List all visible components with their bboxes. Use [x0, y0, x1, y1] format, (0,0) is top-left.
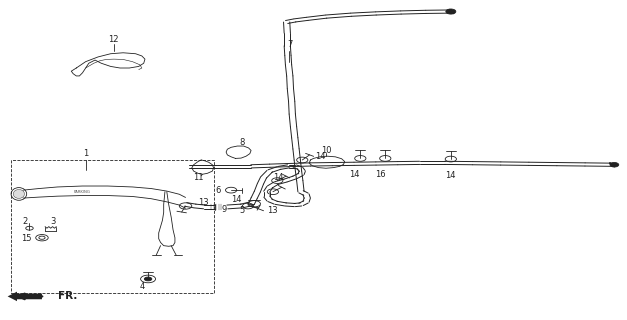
Text: 14: 14	[349, 170, 359, 179]
Text: 14: 14	[315, 152, 326, 161]
Text: 3: 3	[50, 217, 55, 226]
Text: 5: 5	[239, 206, 245, 215]
Text: 2: 2	[23, 217, 28, 226]
Text: 11: 11	[192, 173, 203, 182]
Circle shape	[144, 277, 152, 281]
Circle shape	[446, 9, 456, 14]
Text: 16: 16	[375, 170, 386, 179]
Text: 13: 13	[266, 206, 277, 215]
FancyArrow shape	[8, 292, 42, 301]
Circle shape	[610, 163, 619, 167]
Text: 13: 13	[198, 198, 209, 207]
Text: PARKING: PARKING	[74, 190, 91, 194]
Text: FR.: FR.	[58, 292, 77, 301]
Text: 6: 6	[216, 186, 221, 195]
Text: 9: 9	[222, 205, 227, 214]
Ellipse shape	[13, 189, 24, 198]
Text: 14: 14	[231, 195, 242, 204]
FancyArrowPatch shape	[19, 294, 42, 299]
Text: 4: 4	[139, 282, 144, 292]
Bar	[11, 160, 214, 293]
Text: 10: 10	[321, 146, 331, 155]
Text: 8: 8	[239, 138, 245, 147]
Text: 12: 12	[108, 35, 119, 44]
Text: 7: 7	[287, 40, 292, 49]
Text: 15: 15	[21, 234, 31, 243]
Text: 14: 14	[446, 171, 456, 180]
Text: 1: 1	[83, 149, 88, 158]
Text: 14: 14	[273, 173, 283, 182]
